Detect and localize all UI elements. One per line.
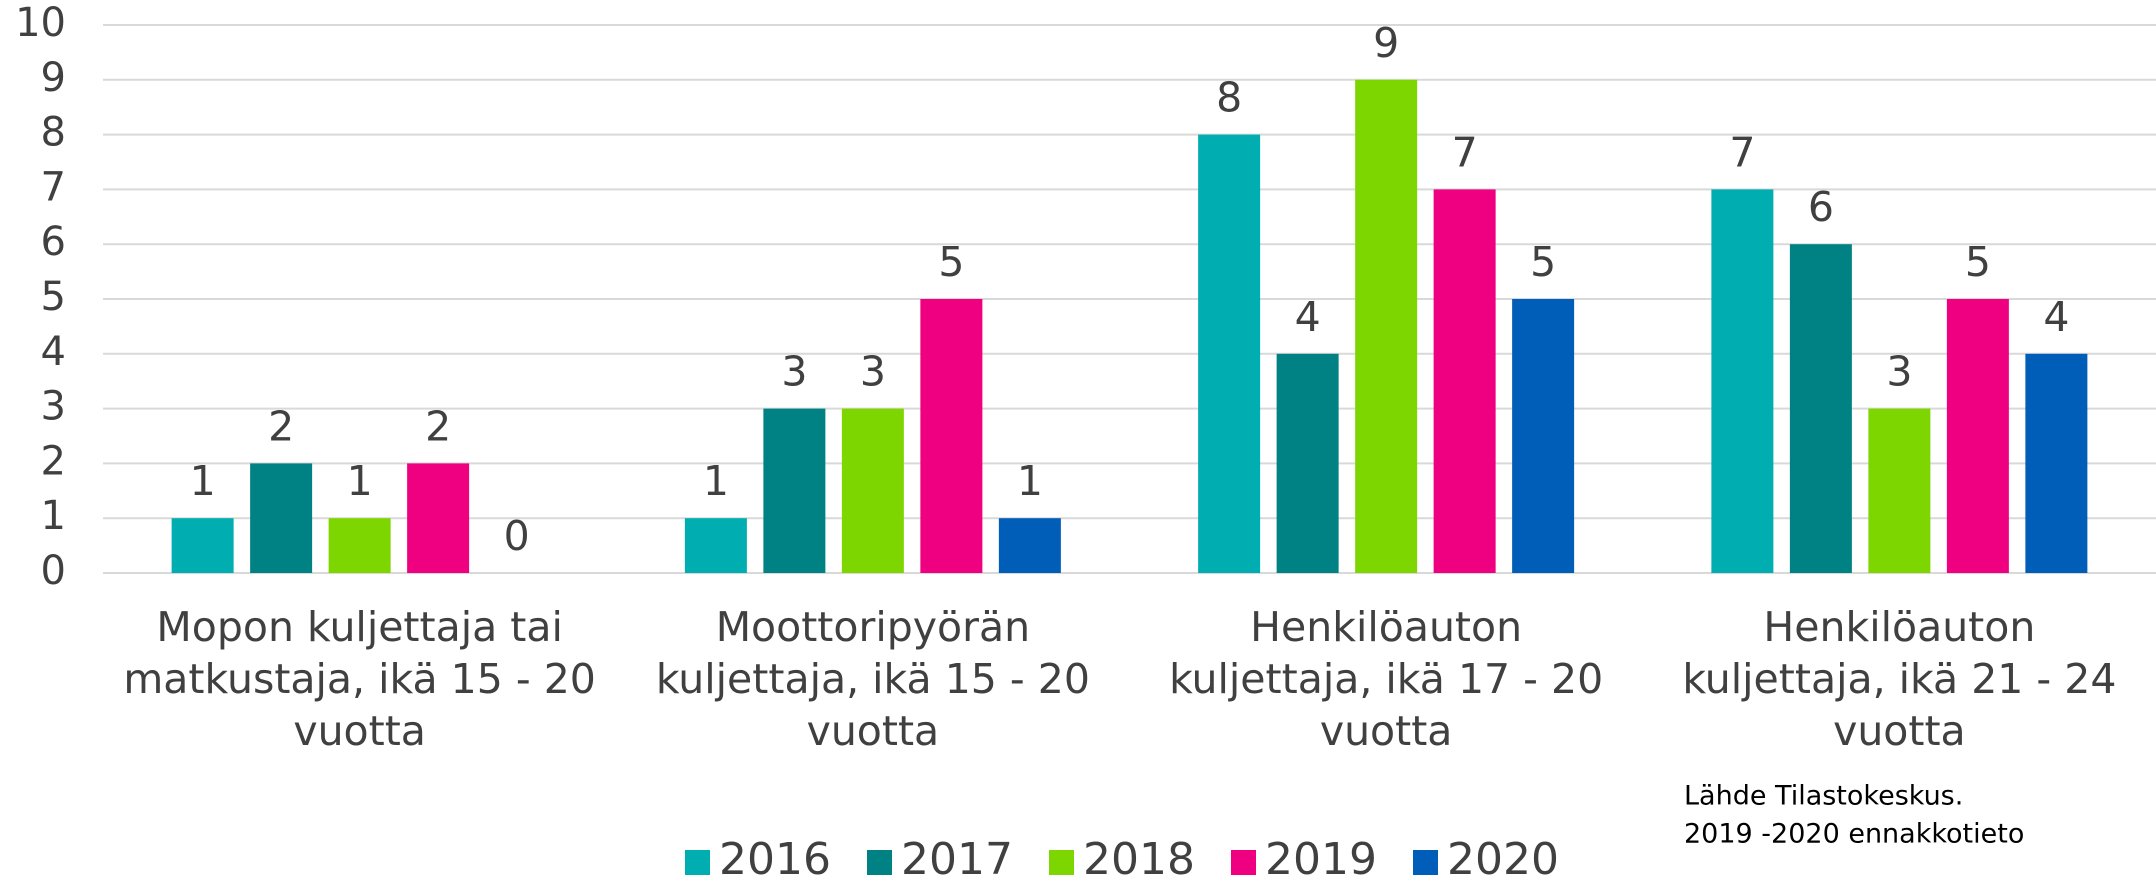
legend-swatch: [685, 850, 710, 875]
x-tick-label: Henkilöauton kuljettaja, ikä 21 - 24 vuott…: [1682, 603, 2116, 755]
bar: [1711, 189, 1774, 573]
data-label: 4: [1295, 293, 1321, 341]
x-tick-label: Moottoripyörän kuljettaja, ikä 15 - 20 vuo…: [656, 603, 1090, 755]
legend-swatch: [1231, 850, 1256, 875]
data-label: 3: [781, 348, 807, 396]
y-tick-label: 3: [41, 384, 66, 430]
data-label: 2: [268, 402, 294, 450]
data-label: 9: [1373, 19, 1399, 67]
data-label: 5: [1530, 238, 1556, 286]
data-label: 1: [703, 457, 729, 505]
bar: [1198, 134, 1261, 573]
bar: [1512, 299, 1575, 573]
y-tick-label: 6: [41, 219, 66, 265]
legend-swatch: [1049, 850, 1074, 875]
legend-label: 2016: [719, 834, 831, 885]
y-tick-label: 4: [41, 329, 66, 375]
bar: [1276, 353, 1339, 573]
source-note: Lähde Tilastokeskus.: [1684, 781, 1963, 812]
data-label: 7: [1452, 128, 1478, 176]
bar: [998, 518, 1061, 573]
y-tick-label: 10: [15, 0, 66, 46]
bar: [841, 408, 904, 573]
legend-swatch: [1413, 850, 1438, 875]
y-tick-label: 9: [41, 55, 66, 101]
data-label: 0: [504, 512, 530, 560]
data-label: 7: [1729, 128, 1755, 176]
y-tick-label: 0: [41, 548, 66, 594]
data-label: 3: [860, 348, 886, 396]
data-label: 1: [190, 457, 216, 505]
bar: [1789, 244, 1852, 573]
bar: [2025, 353, 2088, 573]
legend-label: 2018: [1083, 834, 1195, 885]
source-note: 2019 -2020 ennakkotieto: [1684, 819, 2024, 850]
data-label: 6: [1808, 183, 1834, 231]
legend-swatch: [867, 850, 892, 875]
data-label: 8: [1216, 74, 1242, 122]
bar: [1946, 299, 2009, 573]
legend-label: 2017: [901, 834, 1013, 885]
bar: [171, 518, 234, 573]
x-tick-label: Henkilöauton kuljettaja, ikä 17 - 20 vuott…: [1169, 603, 1603, 755]
data-label: 5: [1965, 238, 1991, 286]
bar: [920, 299, 983, 573]
y-tick-label: 8: [41, 110, 66, 156]
bar: [250, 463, 313, 573]
data-label: 5: [938, 238, 964, 286]
y-tick-label: 5: [41, 274, 66, 320]
data-label: 4: [2043, 293, 2069, 341]
y-tick-label: 2: [41, 438, 66, 484]
data-label: 2: [425, 402, 451, 450]
data-label: 1: [347, 457, 373, 505]
legend-label: 2020: [1447, 834, 1559, 885]
bar: [1433, 189, 1496, 573]
bar: [407, 463, 470, 573]
bar: [1355, 79, 1418, 574]
bar: [328, 518, 391, 573]
bar: [1868, 408, 1931, 573]
bar: [684, 518, 747, 573]
y-tick-label: 1: [41, 493, 66, 539]
bar: [763, 408, 826, 573]
y-tick-label: 7: [41, 164, 66, 210]
data-label: 1: [1017, 457, 1043, 505]
legend-label: 2019: [1265, 834, 1377, 885]
data-label: 3: [1886, 348, 1912, 396]
x-tick-label: Mopon kuljettaja tai matkustaja, ikä 15 -…: [123, 603, 596, 755]
